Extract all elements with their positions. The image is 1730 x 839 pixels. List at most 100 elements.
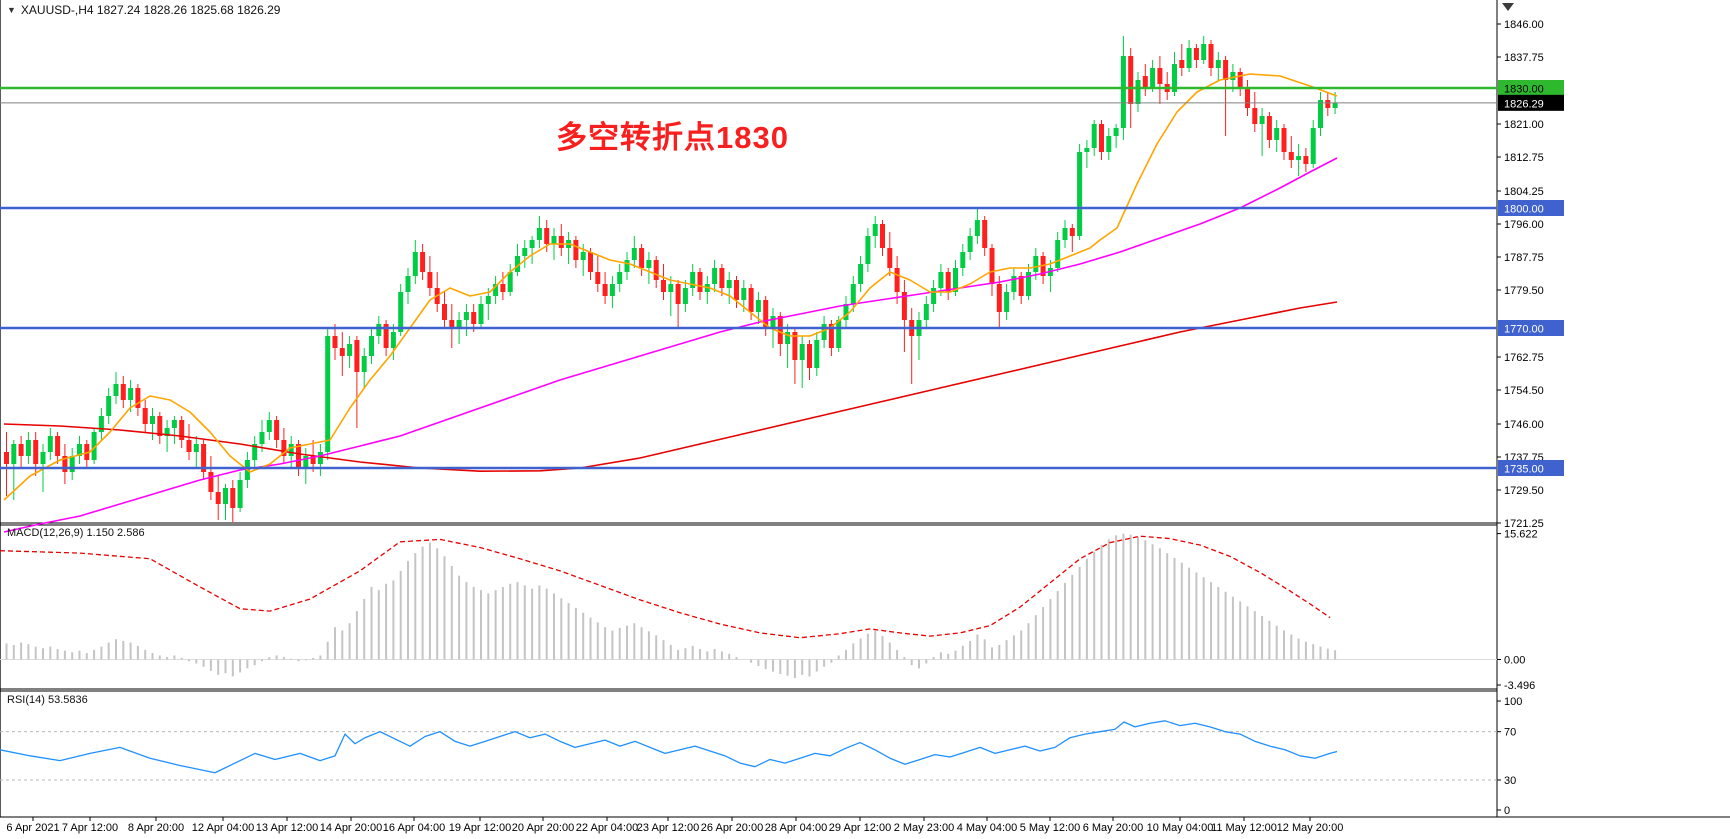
candle-bull — [1091, 124, 1097, 148]
candle-bull — [347, 344, 353, 356]
candle-bull — [1120, 56, 1126, 128]
candle-bull — [872, 224, 878, 236]
candle-bull — [1084, 148, 1090, 152]
candle-bull — [1011, 276, 1017, 292]
candle-bull — [1113, 128, 1119, 136]
symbol-dropdown-icon[interactable]: ▼ — [7, 5, 16, 15]
candle-bear — [1237, 72, 1243, 88]
candle-bull — [507, 272, 513, 292]
candle-bear — [1266, 116, 1272, 140]
candle-bull — [463, 312, 469, 320]
candle-bull — [69, 456, 75, 472]
candle-bull — [478, 304, 484, 324]
candle-bear — [339, 348, 345, 356]
candle-bear — [33, 440, 39, 464]
candle-bull — [1274, 128, 1280, 140]
candle-bull — [529, 240, 535, 248]
candle-bear — [1128, 56, 1134, 104]
price-tick-label: 1787.75 — [1504, 252, 1544, 264]
candle-bear — [1288, 152, 1294, 160]
time-tick-label: 2 May 23:00 — [894, 822, 955, 834]
candle-bear — [208, 472, 214, 492]
price-tick-label: 1837.75 — [1504, 52, 1544, 64]
symbol-ohlc-text: XAUUSD-,H4 1827.24 1828.26 1825.68 1826.… — [20, 3, 281, 17]
candle-bull — [624, 260, 630, 272]
candle-bear — [1281, 128, 1287, 152]
candle-bull — [1106, 136, 1112, 152]
candle-bear — [420, 252, 426, 272]
candle-bear — [1018, 276, 1024, 296]
price-tick-label: 1804.25 — [1504, 186, 1544, 198]
price-badge-label: 1800.00 — [1504, 204, 1544, 216]
candle-bear — [274, 420, 280, 440]
candle-bull — [931, 288, 937, 304]
candle-bull — [1004, 292, 1010, 312]
price-badge-label: 1826.29 — [1504, 98, 1544, 110]
candle-bear — [675, 284, 681, 304]
candle-bear — [595, 272, 601, 284]
time-tick-label: 6 Apr 2021 — [6, 822, 59, 834]
candle-bear — [55, 436, 61, 456]
macd-tick-label: 0.00 — [1504, 655, 1525, 667]
rsi-line — [0, 720, 1338, 774]
candle-bull — [960, 252, 966, 268]
candle-bear — [989, 248, 995, 284]
candle-bull — [390, 332, 396, 348]
candle-bull — [303, 456, 309, 468]
candle-bull — [361, 356, 367, 372]
candle-bear — [1099, 124, 1104, 152]
chart-shift-icon[interactable] — [1502, 3, 1514, 11]
candle-bull — [317, 452, 323, 464]
candle-bull — [522, 248, 528, 256]
price-tick-label: 1746.00 — [1504, 419, 1544, 431]
candle-bear — [894, 268, 900, 292]
candle-bear — [1223, 60, 1229, 80]
price-badge-1770.00 — [1498, 320, 1564, 336]
candle-bull — [398, 292, 404, 332]
candle-bull — [967, 236, 973, 252]
candle-bear — [945, 272, 951, 292]
candle-bull — [1186, 48, 1192, 68]
candle-bear — [120, 384, 126, 400]
candle-bull — [741, 288, 747, 300]
candle-bull — [237, 480, 243, 508]
candle-bull — [850, 284, 856, 304]
candle-bear — [1157, 68, 1163, 84]
candle-bull — [150, 416, 155, 424]
candle-bear — [500, 284, 506, 292]
price-badge-label: 1830.00 — [1504, 84, 1544, 96]
candle-bear — [588, 252, 593, 272]
price-tick-label: 1821.00 — [1504, 119, 1544, 131]
price-tick-label: 1762.75 — [1504, 352, 1544, 364]
time-tick-label: 26 Apr 20:00 — [701, 822, 763, 834]
candle-bull — [376, 324, 382, 336]
candle-bull — [755, 300, 761, 312]
candle-bull — [609, 284, 615, 296]
price-tick-label: 1779.50 — [1504, 285, 1544, 297]
candle-bear — [1245, 88, 1250, 108]
candle-bull — [821, 324, 827, 340]
candle-bull — [1172, 64, 1177, 92]
candle-bull — [128, 388, 134, 400]
candle-bear — [449, 320, 455, 328]
candle-bull — [1332, 102, 1338, 108]
candle-bull — [1062, 228, 1068, 240]
candle-bull — [164, 428, 170, 436]
candle-bull — [171, 420, 177, 428]
candle-bull — [77, 444, 82, 456]
candle-bear — [887, 248, 893, 268]
candle-bull — [858, 264, 864, 284]
candle-bear — [1303, 156, 1309, 164]
candle-bull — [106, 396, 112, 416]
candle-bull — [113, 384, 119, 396]
candle-bull — [515, 256, 520, 272]
candle-bull — [11, 444, 17, 464]
candle-bear — [230, 488, 236, 508]
candle-bull — [412, 252, 418, 276]
candle-bull — [1215, 60, 1221, 68]
candle-bear — [471, 312, 477, 324]
candle-bear — [135, 388, 141, 408]
candle-bear — [1193, 48, 1199, 60]
candle-bear — [1252, 108, 1258, 124]
